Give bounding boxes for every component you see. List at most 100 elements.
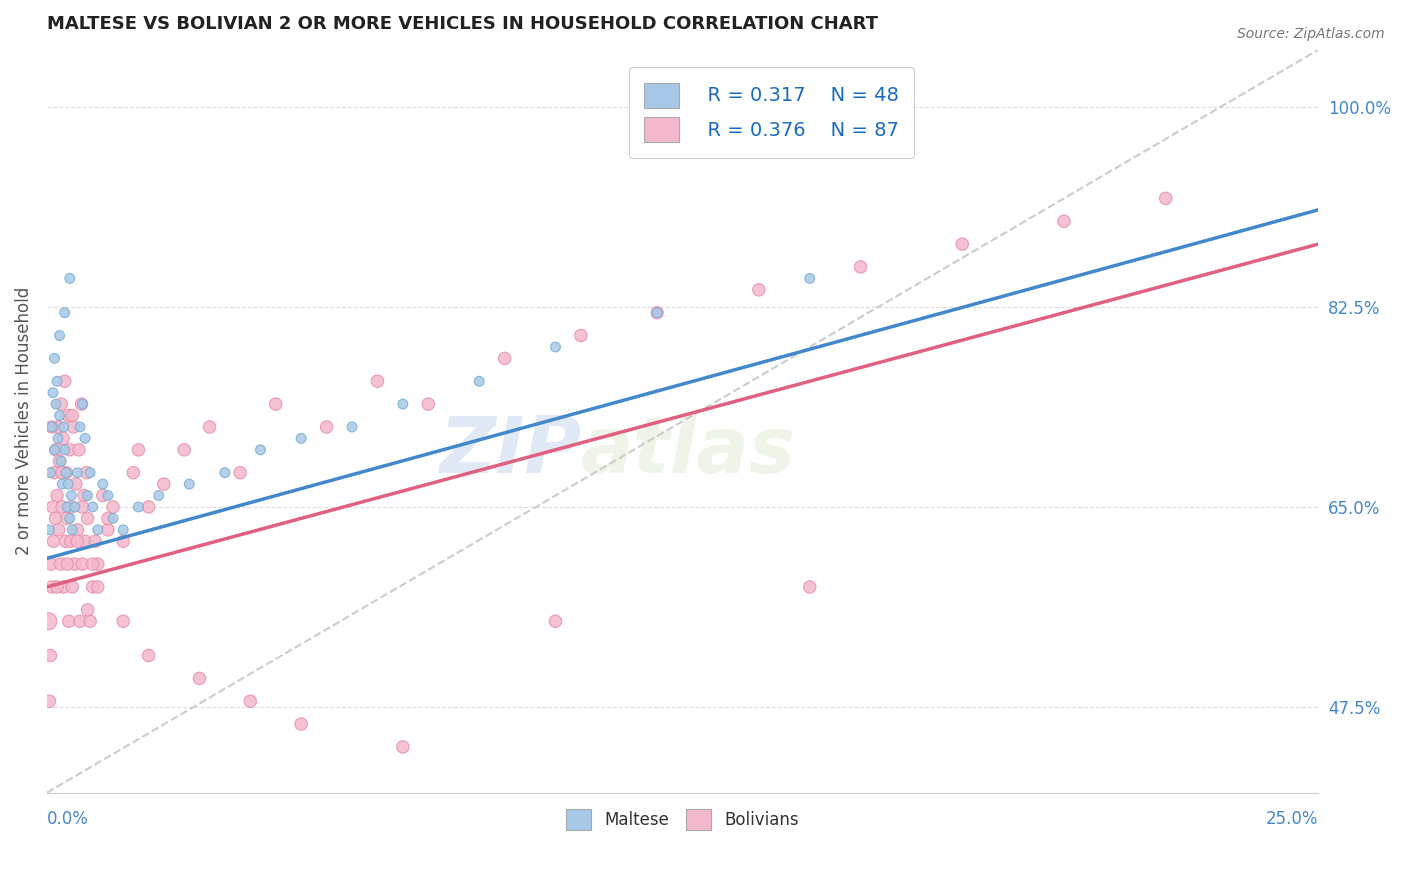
Point [79,466,101,480]
Point [84,534,107,549]
Point [468,374,491,388]
Point [66,466,89,480]
Point [97,511,120,525]
Point [44,351,66,366]
Point [76,466,98,480]
Point [153,477,176,491]
Point [60,489,83,503]
Point [65,477,87,491]
Point [645,306,668,320]
Point [67,442,90,457]
Point [418,397,440,411]
Point [59,271,82,285]
Point [91,489,114,503]
Point [46,489,69,503]
Point [101,511,124,525]
Point [53,442,76,457]
Point [48,523,70,537]
Point [52,580,75,594]
Point [544,614,567,628]
Point [42,534,65,549]
Point [51,477,73,491]
Point [87,523,110,537]
Point [44,466,66,480]
Point [148,489,170,503]
Point [48,328,70,343]
Point [82,580,104,594]
Point [41,420,63,434]
Point [53,374,76,388]
Point [55,534,77,549]
Text: 25.0%: 25.0% [1265,810,1319,828]
Point [42,500,65,514]
Point [138,648,160,663]
Point [55,466,77,480]
Point [42,385,65,400]
Point [179,477,201,491]
Point [72,397,94,411]
Point [799,271,821,285]
Point [392,739,415,754]
Point [70,397,93,411]
Point [544,340,567,354]
Point [60,500,83,514]
Point [56,511,79,525]
Point [56,557,79,571]
Point [56,500,79,514]
Point [58,614,80,628]
Point [59,534,82,549]
Point [79,614,101,628]
Point [49,454,72,468]
Point [72,500,94,514]
Point [51,466,73,480]
Point [112,614,135,628]
Point [51,500,73,514]
Point [950,237,973,252]
Point [58,409,80,423]
Point [101,500,124,514]
Point [173,442,195,457]
Text: Source: ZipAtlas.com: Source: ZipAtlas.com [1237,27,1385,41]
Point [229,466,252,480]
Point [748,283,770,297]
Point [239,694,262,708]
Point [87,557,110,571]
Point [37,614,59,628]
Point [366,374,388,388]
Y-axis label: 2 or more Vehicles in Household: 2 or more Vehicles in Household [15,287,32,556]
Point [214,466,236,480]
Point [87,580,110,594]
Point [60,580,83,594]
Point [127,442,149,457]
Point [39,466,62,480]
Point [44,511,66,525]
Point [46,431,69,445]
Point [55,466,77,480]
Point [38,523,60,537]
Point [39,648,62,663]
Point [82,557,104,571]
Point [58,477,80,491]
Point [82,500,104,514]
Point [494,351,516,366]
Point [60,409,83,423]
Text: atlas: atlas [581,413,796,489]
Point [188,672,211,686]
Point [97,489,120,503]
Point [48,409,70,423]
Point [49,557,72,571]
Point [62,420,84,434]
Point [46,374,69,388]
Point [59,511,82,525]
Point [645,306,668,320]
Point [122,466,145,480]
Point [1053,214,1076,228]
Point [45,442,67,457]
Point [73,489,96,503]
Point [45,397,67,411]
Point [315,420,337,434]
Point [63,500,86,514]
Point [69,420,91,434]
Point [198,420,221,434]
Point [392,397,415,411]
